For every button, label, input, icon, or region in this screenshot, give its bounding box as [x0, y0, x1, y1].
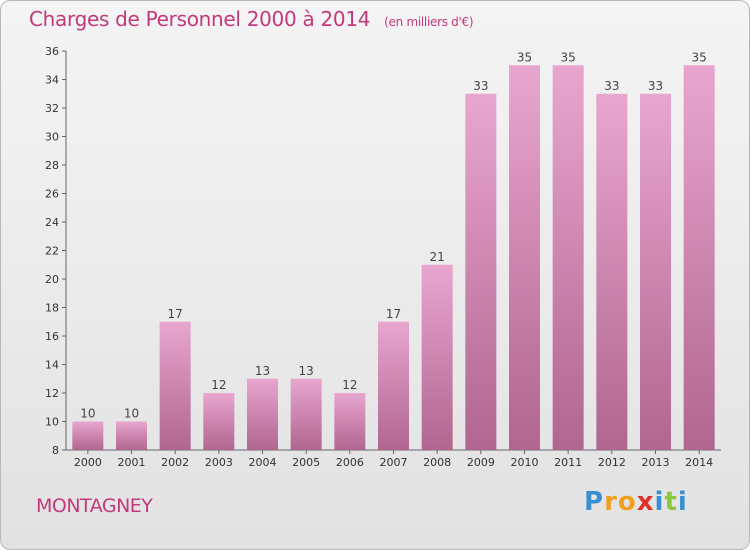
logo-letter: t [664, 487, 678, 517]
x-tick-label: 2004 [249, 456, 277, 469]
bar-2007 [378, 321, 409, 450]
x-tick-label: 2005 [292, 456, 320, 469]
proxiti-logo: Proxiti [584, 487, 688, 517]
logo-letter: r [604, 487, 618, 517]
data-label: 17 [386, 307, 401, 321]
y-tick-label: 14 [45, 359, 59, 372]
bar-2014 [683, 65, 715, 450]
x-tick-label: 2011 [554, 456, 582, 469]
logo-letter: x [636, 487, 655, 517]
y-tick-label: 18 [45, 302, 59, 315]
logo-letter: o [617, 487, 637, 517]
data-label: 17 [168, 307, 183, 321]
logo-letter: i [654, 487, 665, 517]
data-label: 33 [473, 79, 488, 93]
y-tick-label: 12 [45, 387, 59, 400]
data-label: 12 [211, 378, 226, 392]
y-tick-label: 30 [45, 131, 59, 144]
y-tick-label: 16 [45, 330, 59, 343]
y-tick-label: 34 [45, 74, 59, 87]
y-tick-label: 26 [45, 188, 59, 201]
y-tick-label: 22 [45, 245, 59, 258]
bar-2000 [72, 421, 104, 450]
y-tick-label: 28 [45, 159, 59, 172]
town-name: MONTAGNEY [36, 495, 153, 517]
data-label: 12 [342, 378, 357, 392]
x-tick-label: 2008 [423, 456, 451, 469]
logo-letter: i [677, 487, 688, 517]
x-tick-label: 2010 [511, 456, 539, 469]
x-tick-label: 2001 [118, 456, 146, 469]
bar-2013 [640, 93, 671, 450]
data-label: 10 [80, 407, 95, 421]
x-tick-label: 2003 [205, 456, 233, 469]
bar-2005 [290, 378, 322, 450]
chart-title-text: Charges de Personnel 2000 à 2014 [29, 7, 371, 31]
y-tick-label: 24 [45, 216, 59, 229]
bar-2003 [203, 393, 235, 450]
bar-2006 [334, 393, 366, 450]
bar-2001 [116, 421, 147, 450]
bar-2008 [421, 264, 453, 450]
x-tick-label: 2014 [685, 456, 713, 469]
x-tick-label: 2002 [161, 456, 189, 469]
chart-title: Charges de Personnel 2000 à 2014 (en mill… [29, 7, 474, 31]
y-tick-label: 10 [45, 416, 59, 429]
bar-2002 [159, 321, 191, 450]
data-label: 21 [430, 250, 445, 264]
bar-2011 [552, 65, 584, 450]
bar-2004 [247, 378, 278, 450]
data-label: 13 [299, 364, 314, 378]
x-tick-label: 2006 [336, 456, 364, 469]
x-tick-label: 2000 [74, 456, 102, 469]
chart-data-labels: 10 10 17 12 13 13 12 17 21 33 35 35 33 33 35 [80, 50, 707, 420]
data-label: 13 [255, 364, 270, 378]
y-tick-label: 20 [45, 273, 59, 286]
chart-bars [72, 65, 715, 450]
data-label: 33 [604, 79, 619, 93]
bar-2010 [509, 65, 540, 450]
y-tick-label: 36 [45, 45, 59, 58]
data-label: 35 [517, 50, 532, 64]
data-label: 35 [561, 50, 576, 64]
x-tick-label: 2013 [642, 456, 670, 469]
data-label: 10 [124, 407, 139, 421]
data-label: 33 [648, 79, 663, 93]
bar-2009 [465, 93, 497, 450]
logo-letter: P [584, 487, 605, 517]
chart-axes: 8 10 12 14 16 18 20 22 24 26 28 30 32 34 36 2000 2001 200… [45, 45, 721, 469]
y-tick-label: 32 [45, 102, 59, 115]
bar-2012 [596, 93, 628, 450]
x-tick-label: 2009 [467, 456, 495, 469]
data-label: 35 [692, 50, 707, 64]
x-tick-label: 2007 [380, 456, 408, 469]
x-tick-label: 2012 [598, 456, 626, 469]
y-tick-label: 8 [52, 444, 59, 457]
chart-subtitle: (en milliers d'€) [384, 15, 474, 29]
